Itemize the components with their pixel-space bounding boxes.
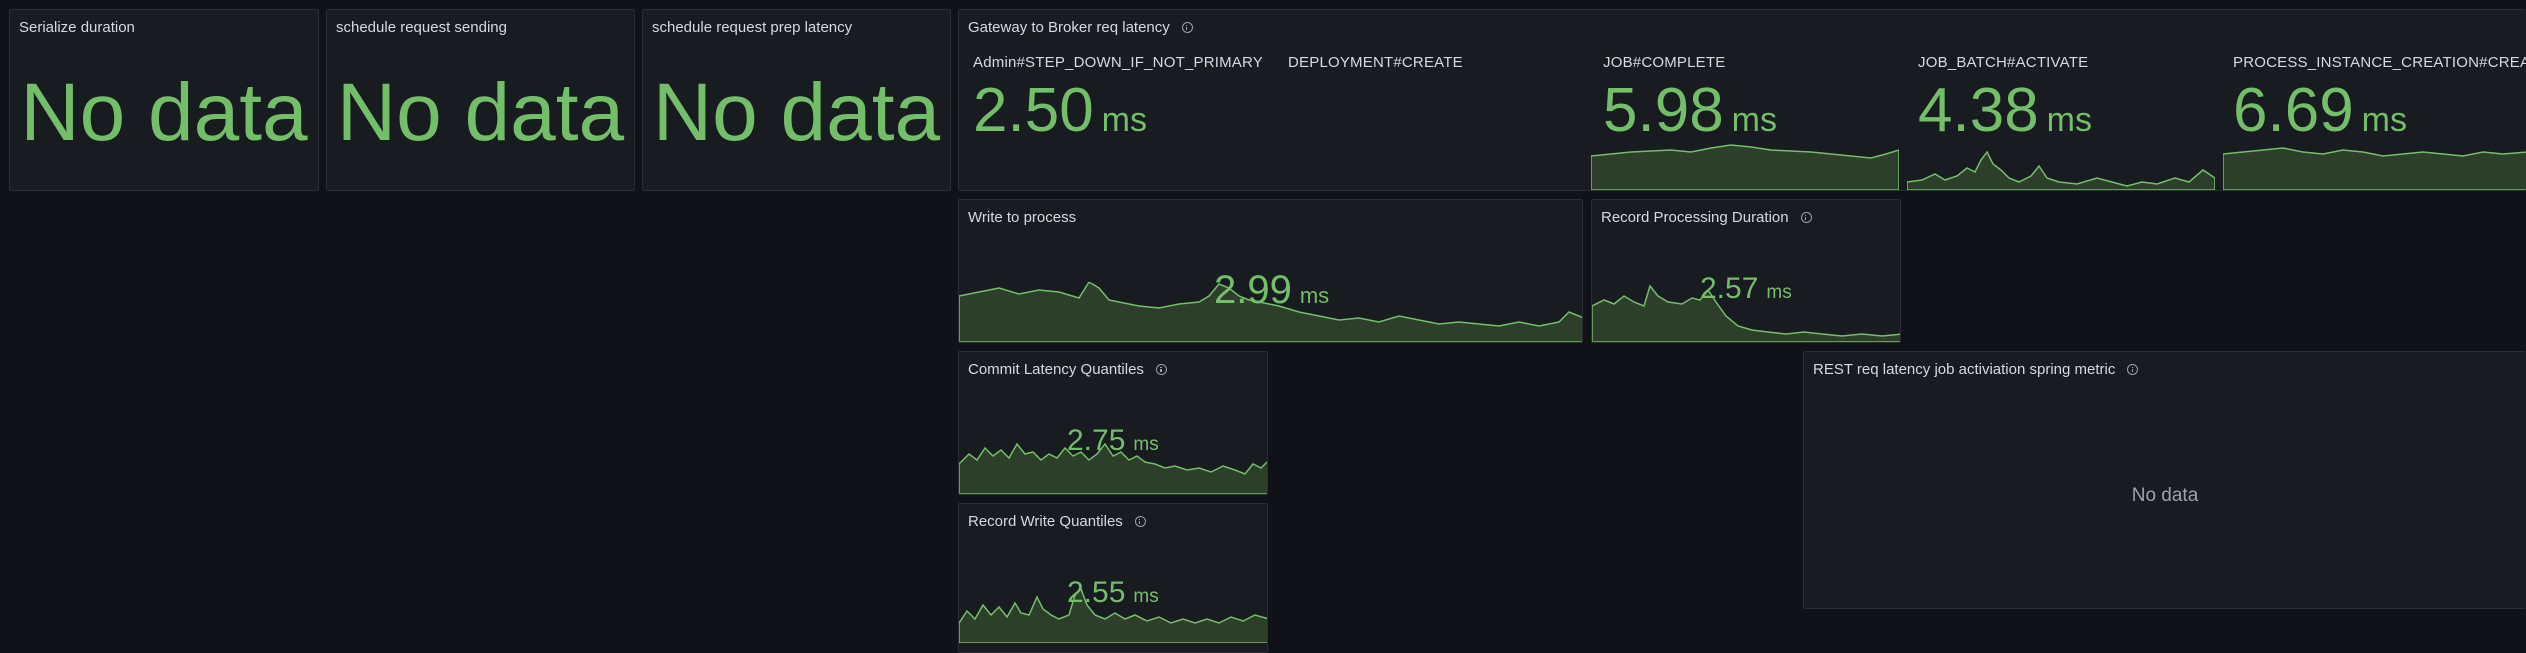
sparkline-commit-latency bbox=[959, 442, 1267, 494]
panel-record-write-quantiles[interactable]: Record Write Quantiles 2.55 ms bbox=[958, 503, 1268, 653]
panel-title: schedule request sending bbox=[336, 19, 507, 36]
info-icon[interactable] bbox=[1181, 22, 1193, 33]
stat-value-process-instance-create: 6.69 ms bbox=[2233, 80, 2407, 142]
stat-label-job-complete: JOB#COMPLETE bbox=[1603, 54, 1726, 71]
info-icon[interactable] bbox=[1155, 364, 1167, 375]
info-icon[interactable] bbox=[2127, 364, 2139, 375]
panel-title-row: Gateway to Broker req latency bbox=[968, 19, 1193, 36]
no-data-value: No data bbox=[20, 67, 308, 158]
stat-value-admin-step-down: 2.50 ms bbox=[973, 80, 1147, 142]
stat-number: 2.57 bbox=[1700, 272, 1759, 305]
stat-value-commit-latency: 2.75 ms bbox=[1067, 426, 1159, 456]
stat-unit: ms bbox=[1731, 101, 1777, 139]
stat-number: 2.75 bbox=[1067, 424, 1126, 457]
stat-number: 2.50 bbox=[973, 76, 1094, 145]
panel-title: Gateway to Broker req latency bbox=[968, 19, 1170, 36]
no-data-value: No data bbox=[336, 67, 625, 158]
info-icon[interactable] bbox=[1134, 516, 1146, 527]
panel-commit-latency-quantiles[interactable]: Commit Latency Quantiles 2.75 ms bbox=[958, 351, 1268, 495]
stat-unit: ms bbox=[1101, 101, 1147, 139]
sparkline-process-instance-create bbox=[2223, 147, 2526, 190]
panel-title: Write to process bbox=[968, 209, 1077, 226]
panel-title: REST req latency job activiation spring … bbox=[1813, 361, 2116, 378]
panel-title: Record Write Quantiles bbox=[968, 513, 1123, 530]
stat-value-job-batch-activate: 4.38 ms bbox=[1918, 80, 2092, 142]
stat-value-job-complete: 5.98 ms bbox=[1603, 80, 1777, 142]
panel-title: schedule request prep latency bbox=[652, 19, 853, 36]
panel-gateway-broker-latency[interactable]: Gateway to Broker req latency Admin#STEP… bbox=[958, 9, 2526, 191]
stat-number: 4.38 bbox=[1918, 76, 2039, 145]
info-icon[interactable] bbox=[1800, 212, 1812, 223]
panel-schedule-request-sending[interactable]: schedule request sending No data bbox=[326, 9, 635, 191]
stat-unit: ms bbox=[2046, 101, 2092, 139]
panel-rest-req-latency[interactable]: REST req latency job activiation spring … bbox=[1803, 351, 2526, 609]
stat-unit: ms bbox=[1133, 434, 1159, 455]
panel-serialize-duration[interactable]: Serialize duration No data bbox=[9, 9, 319, 191]
stat-value-record-write: 2.55 ms bbox=[1067, 578, 1159, 608]
panel-schedule-request-prep-latency[interactable]: schedule request prep latency No data bbox=[642, 9, 951, 191]
stat-unit: ms bbox=[2361, 101, 2407, 139]
panel-title-row: Commit Latency Quantiles bbox=[968, 361, 1167, 378]
stat-unit: ms bbox=[1133, 586, 1159, 607]
panel-title: Commit Latency Quantiles bbox=[968, 361, 1144, 378]
stat-number: 2.55 bbox=[1067, 576, 1126, 609]
stat-number: 5.98 bbox=[1603, 76, 1724, 145]
panel-title: Serialize duration bbox=[19, 19, 135, 36]
stat-unit: ms bbox=[1299, 283, 1330, 308]
panel-record-processing-duration[interactable]: Record Processing Duration 2.57 ms bbox=[1591, 199, 1901, 343]
stat-number: 6.69 bbox=[2233, 76, 2354, 145]
sparkline-record-processing bbox=[1592, 284, 1900, 342]
sparkline-write-to-process bbox=[959, 282, 1582, 342]
sparkline-job-complete bbox=[1591, 144, 1899, 190]
stat-label-job-batch-activate: JOB_BATCH#ACTIVATE bbox=[1918, 54, 2089, 71]
stat-label-deployment-create: DEPLOYMENT#CREATE bbox=[1288, 54, 1463, 71]
no-data-value: No data bbox=[652, 67, 941, 158]
sparkline-job-batch-activate bbox=[1907, 150, 2215, 190]
panel-title-row: REST req latency job activiation spring … bbox=[1813, 361, 2139, 378]
stat-number: 2.99 bbox=[1214, 268, 1292, 312]
stat-value-write-to-process: 2.99 ms bbox=[1214, 270, 1329, 310]
stat-label-process-instance-create: PROCESS_INSTANCE_CREATION#CREATE bbox=[2233, 54, 2526, 71]
sparkline-record-write bbox=[959, 587, 1267, 643]
stat-unit: ms bbox=[1766, 282, 1792, 303]
no-data-value: No data bbox=[2131, 485, 2199, 506]
stat-label-admin-step-down: Admin#STEP_DOWN_IF_NOT_PRIMARY bbox=[973, 54, 1263, 71]
panel-title-row: Record Processing Duration bbox=[1601, 209, 1812, 226]
stat-value-record-processing: 2.57 ms bbox=[1700, 274, 1792, 304]
panel-title: Record Processing Duration bbox=[1601, 209, 1789, 226]
panel-title-row: Record Write Quantiles bbox=[968, 513, 1146, 530]
panel-write-to-process[interactable]: Write to process 2.99 ms bbox=[958, 199, 1583, 343]
